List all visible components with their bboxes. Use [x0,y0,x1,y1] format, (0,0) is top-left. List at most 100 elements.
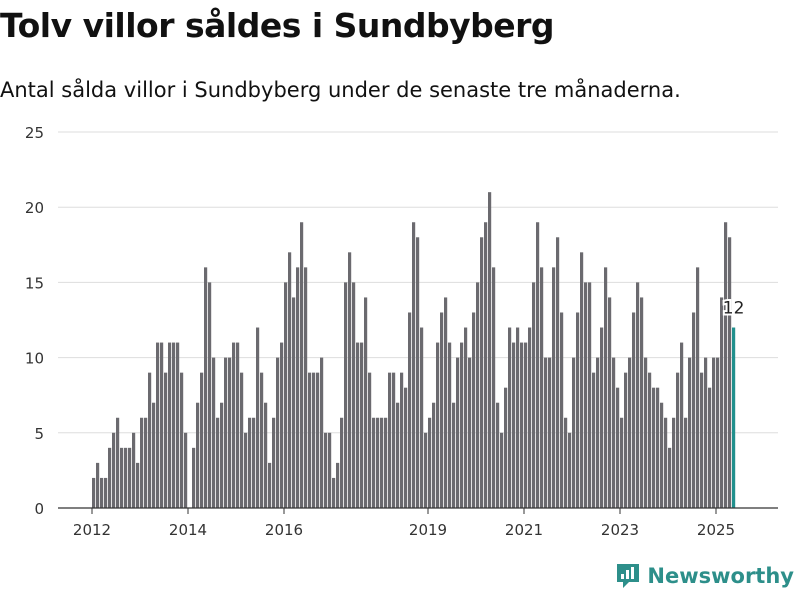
bar [316,372,320,508]
bar [184,432,188,508]
bar [424,432,428,508]
bars [92,192,736,509]
bar [164,372,168,508]
y-tick-label: 10 [25,350,44,368]
bar [496,402,500,508]
bar [452,402,456,508]
bar [192,447,196,508]
bar [624,372,628,508]
x-tick-label: 2019 [409,521,447,539]
bar [652,387,656,508]
bar [256,327,260,508]
bar [352,282,356,508]
bar [404,387,408,508]
bar [580,252,584,508]
bar [708,387,712,508]
bar [520,342,524,508]
bar [576,312,580,508]
bar [548,357,552,508]
bar [644,357,648,508]
chart-subtitle: Antal sålda villor i Sundbyberg under de… [0,78,681,102]
bar [108,447,112,508]
bar [724,222,728,509]
bar [460,342,464,508]
y-tick-label: 25 [25,124,44,142]
bar [688,357,692,508]
bar [540,267,544,508]
bar [152,402,156,508]
bar [564,417,568,508]
bar [120,447,124,508]
bar [628,357,632,508]
bar [484,222,488,509]
bar [588,282,592,508]
bar [140,417,144,508]
bar [592,372,596,508]
bar [472,312,476,508]
bar [196,402,200,508]
y-tick-label: 0 [34,500,44,518]
bar [304,267,308,508]
bar [664,417,668,508]
bar [168,342,172,508]
bar [632,312,636,508]
bar [216,417,220,508]
brand-logo: Newsworthy [615,562,794,590]
bar [116,417,120,508]
bar [536,222,540,509]
brand-name: Newsworthy [647,564,794,588]
bar [604,267,608,508]
bar [408,312,412,508]
bar [440,312,444,508]
bar [300,222,304,509]
bar [524,342,528,508]
bar [200,372,204,508]
bar [380,417,384,508]
bar [508,327,512,508]
bar [176,342,180,508]
bar [220,402,224,508]
bar [392,372,396,508]
bar [500,432,504,508]
bar [280,342,284,508]
bar [212,357,216,508]
bar [436,342,440,508]
chart-title: Tolv villor såldes i Sundbyberg [0,6,555,45]
bar [432,402,436,508]
bar [672,417,676,508]
bar [172,342,176,508]
bar [112,432,116,508]
bar [448,342,452,508]
bar [260,372,264,508]
bar [556,237,560,508]
bar [284,282,288,508]
bar [396,402,400,508]
bar [488,192,492,508]
bar [676,372,680,508]
bar [288,252,292,508]
bar [372,417,376,508]
bar [124,447,128,508]
bar [516,327,520,508]
bar [336,462,340,508]
bar [236,342,240,508]
bar [128,447,132,508]
x-tick-label: 2014 [169,521,207,539]
bar [292,297,296,508]
bar [296,267,300,508]
bar [716,357,720,508]
y-tick-label: 15 [25,274,44,292]
bar [476,282,480,508]
x-axis: 2012 2014 2016 2019 2021 2023 2025 [58,507,778,539]
annotations: 12 [721,297,747,321]
bar [532,282,536,508]
bar [700,372,704,508]
bar [416,237,420,508]
bar [620,417,624,508]
bar [328,432,332,508]
x-tick-label: 2025 [697,521,735,539]
bar [248,417,252,508]
bar [596,357,600,508]
bar [572,357,576,508]
bar [560,312,564,508]
